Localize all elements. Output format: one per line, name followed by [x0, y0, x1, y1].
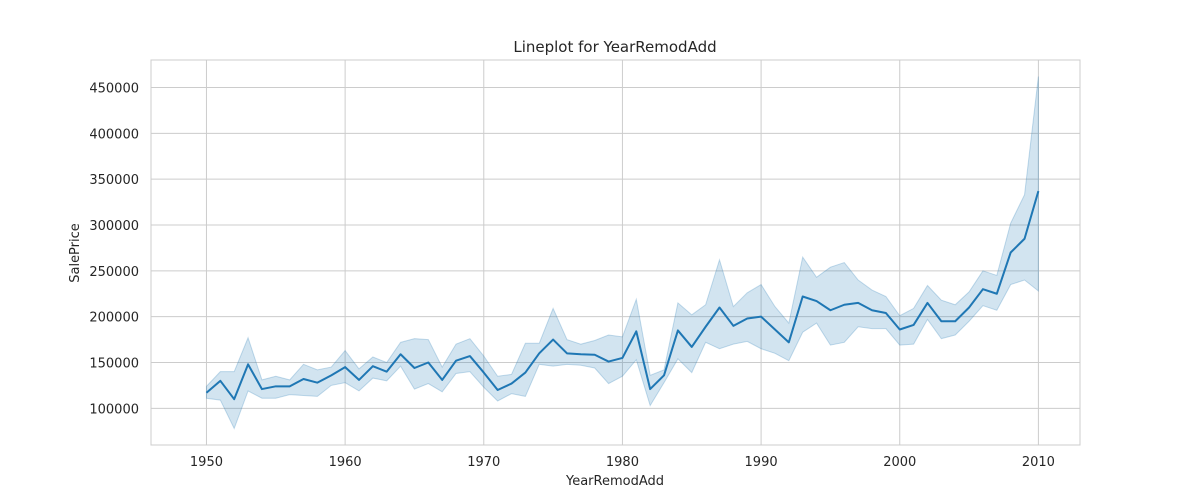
- series-line: [205, 190, 1040, 401]
- x-tick-label: 1970: [467, 455, 500, 470]
- y-axis-label: SalePrice: [68, 223, 83, 283]
- y-tick-label: 300000: [89, 219, 139, 234]
- y-tick-label: 150000: [89, 357, 139, 372]
- x-axis-label: YearRemodAdd: [565, 474, 664, 489]
- y-tick-label: 100000: [89, 402, 139, 417]
- y-tick-label: 350000: [89, 173, 139, 188]
- confidence-band: [205, 76, 1039, 430]
- x-tick-label: 1950: [190, 455, 223, 470]
- series-line-group: [205, 190, 1040, 401]
- x-tick-label: 1990: [745, 455, 778, 470]
- y-tick-label: 400000: [89, 127, 139, 142]
- y-tick-labels: 100000 150000 200000 250000 300000 350000 4000…: [89, 82, 139, 418]
- y-tick-label: 250000: [89, 265, 139, 280]
- x-tick-label: 2000: [883, 455, 916, 470]
- x-tick-labels: 1950 1960 1970 1980 1990 2000 2010: [190, 455, 1055, 470]
- confidence-band-group: [205, 76, 1039, 430]
- plot-border: [150, 59, 1081, 446]
- x-tick-label: 1960: [329, 455, 362, 470]
- chart-title: Lineplot for YearRemodAdd: [513, 38, 716, 56]
- x-tick-label: 1980: [606, 455, 639, 470]
- x-tick-label: 2010: [1022, 455, 1055, 470]
- grid-lines: [151, 60, 1080, 445]
- y-tick-label: 450000: [89, 82, 139, 97]
- plot-frame: [150, 59, 1081, 446]
- y-tick-label: 200000: [89, 311, 139, 326]
